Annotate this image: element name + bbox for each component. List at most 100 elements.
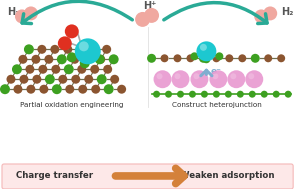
Circle shape xyxy=(157,73,163,79)
Circle shape xyxy=(84,75,93,84)
Circle shape xyxy=(199,54,208,63)
Circle shape xyxy=(285,91,292,98)
Circle shape xyxy=(225,91,232,98)
Circle shape xyxy=(45,74,55,84)
Circle shape xyxy=(65,24,79,38)
Circle shape xyxy=(213,54,220,62)
Circle shape xyxy=(171,70,189,88)
Circle shape xyxy=(77,65,86,74)
Circle shape xyxy=(245,70,263,88)
Circle shape xyxy=(78,85,87,94)
Circle shape xyxy=(202,55,210,63)
Circle shape xyxy=(91,85,100,94)
Circle shape xyxy=(209,70,227,88)
Circle shape xyxy=(147,54,156,63)
Circle shape xyxy=(58,75,67,84)
Text: Construct heterojunction: Construct heterojunction xyxy=(173,102,262,108)
Circle shape xyxy=(135,12,150,27)
Circle shape xyxy=(0,84,10,94)
Circle shape xyxy=(15,9,29,23)
Circle shape xyxy=(189,91,196,98)
Circle shape xyxy=(261,91,268,98)
Circle shape xyxy=(57,54,67,64)
Circle shape xyxy=(95,54,105,64)
Circle shape xyxy=(80,58,90,68)
Circle shape xyxy=(194,73,200,79)
Circle shape xyxy=(90,65,99,74)
Circle shape xyxy=(97,74,107,84)
Circle shape xyxy=(186,54,194,62)
Circle shape xyxy=(190,52,198,60)
Circle shape xyxy=(31,55,40,64)
Text: Partial oxidation engineering: Partial oxidation engineering xyxy=(20,102,123,108)
Text: Weaken adsorption: Weaken adsorption xyxy=(180,171,275,180)
Circle shape xyxy=(75,38,101,64)
Circle shape xyxy=(227,70,245,88)
Circle shape xyxy=(89,45,98,54)
Circle shape xyxy=(26,85,36,94)
Circle shape xyxy=(24,6,38,20)
Circle shape xyxy=(173,54,181,62)
Circle shape xyxy=(7,75,15,84)
Circle shape xyxy=(190,70,208,88)
Circle shape xyxy=(32,75,41,84)
Circle shape xyxy=(38,65,47,74)
Text: H₂: H₂ xyxy=(7,7,19,17)
Circle shape xyxy=(249,91,256,98)
Circle shape xyxy=(154,70,171,88)
Text: H⁺: H⁺ xyxy=(143,2,156,12)
Circle shape xyxy=(102,45,111,54)
Circle shape xyxy=(201,91,208,98)
Circle shape xyxy=(104,84,114,94)
Circle shape xyxy=(76,44,86,54)
Circle shape xyxy=(153,91,160,98)
Circle shape xyxy=(67,52,77,62)
Circle shape xyxy=(96,55,105,64)
Circle shape xyxy=(177,91,184,98)
Circle shape xyxy=(144,8,159,23)
Circle shape xyxy=(238,54,246,62)
Circle shape xyxy=(20,75,28,84)
Circle shape xyxy=(248,73,254,79)
Circle shape xyxy=(213,73,218,79)
Circle shape xyxy=(63,45,72,54)
Circle shape xyxy=(251,54,260,63)
Circle shape xyxy=(103,65,112,74)
Circle shape xyxy=(200,44,207,51)
Circle shape xyxy=(12,64,22,74)
Circle shape xyxy=(109,54,119,64)
Circle shape xyxy=(175,73,181,79)
Circle shape xyxy=(263,6,277,20)
Circle shape xyxy=(230,73,236,79)
FancyBboxPatch shape xyxy=(2,164,293,189)
Circle shape xyxy=(50,45,59,54)
Circle shape xyxy=(197,41,216,61)
Circle shape xyxy=(79,41,89,51)
Text: H₂: H₂ xyxy=(281,7,294,17)
Circle shape xyxy=(215,52,223,60)
Text: e⁻: e⁻ xyxy=(210,67,221,76)
Circle shape xyxy=(37,45,46,54)
Circle shape xyxy=(58,36,72,50)
Circle shape xyxy=(277,54,285,62)
Circle shape xyxy=(39,85,48,94)
Circle shape xyxy=(65,85,74,94)
Circle shape xyxy=(52,84,62,94)
Circle shape xyxy=(264,54,272,62)
Circle shape xyxy=(71,75,80,84)
Circle shape xyxy=(64,64,74,74)
Circle shape xyxy=(83,55,92,64)
Circle shape xyxy=(51,65,60,74)
Circle shape xyxy=(254,9,268,23)
Circle shape xyxy=(273,91,280,98)
Circle shape xyxy=(18,55,28,64)
Circle shape xyxy=(24,44,34,54)
Text: Charge transfer: Charge transfer xyxy=(16,171,94,180)
Circle shape xyxy=(165,91,172,98)
Circle shape xyxy=(213,91,220,98)
Circle shape xyxy=(110,75,119,84)
Circle shape xyxy=(237,91,244,98)
Circle shape xyxy=(13,85,22,94)
Circle shape xyxy=(44,55,53,64)
Circle shape xyxy=(160,54,168,62)
